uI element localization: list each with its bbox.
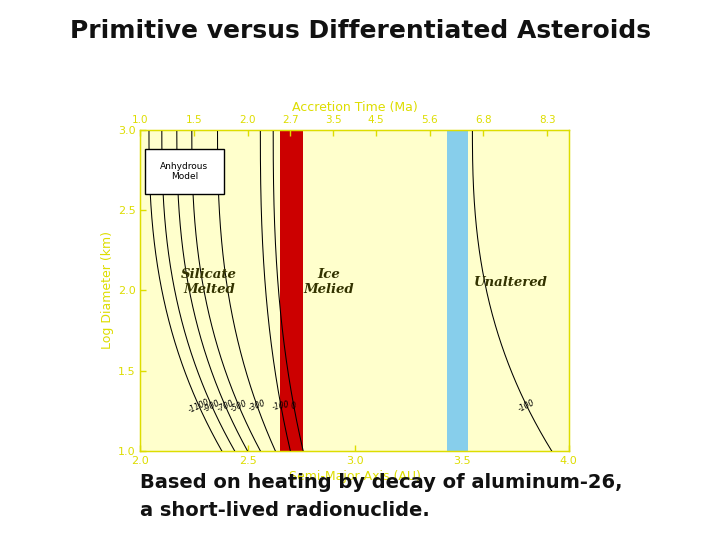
Text: -100: -100 bbox=[271, 400, 290, 412]
Bar bbox=[279, 130, 303, 451]
Text: a short-lived radionuclide.: a short-lived radionuclide. bbox=[140, 501, 430, 520]
Text: 0: 0 bbox=[291, 401, 297, 411]
Text: Silicate
Melted: Silicate Melted bbox=[181, 268, 237, 296]
Text: Anhydrous
Model: Anhydrous Model bbox=[161, 161, 208, 181]
Text: -1100: -1100 bbox=[187, 397, 211, 415]
Text: Based on heating by decay of aluminum-26,: Based on heating by decay of aluminum-26… bbox=[140, 472, 623, 491]
Text: -100: -100 bbox=[517, 398, 536, 414]
X-axis label: Accretion Time (Ma): Accretion Time (Ma) bbox=[292, 100, 418, 113]
Text: Primitive versus Differentiated Asteroids: Primitive versus Differentiated Asteroid… bbox=[70, 19, 650, 43]
Text: -500: -500 bbox=[229, 399, 248, 414]
Text: -300: -300 bbox=[248, 399, 267, 413]
Text: -700: -700 bbox=[215, 399, 235, 414]
Bar bbox=[145, 149, 224, 194]
Text: -900: -900 bbox=[202, 399, 222, 414]
Text: Unaltered: Unaltered bbox=[474, 276, 548, 289]
X-axis label: Semi-Major Axis (AU): Semi-Major Axis (AU) bbox=[289, 470, 420, 483]
Y-axis label: Log Diameter (km): Log Diameter (km) bbox=[101, 231, 114, 349]
Bar bbox=[446, 130, 468, 451]
Text: Ice
Melied: Ice Melied bbox=[304, 268, 354, 296]
